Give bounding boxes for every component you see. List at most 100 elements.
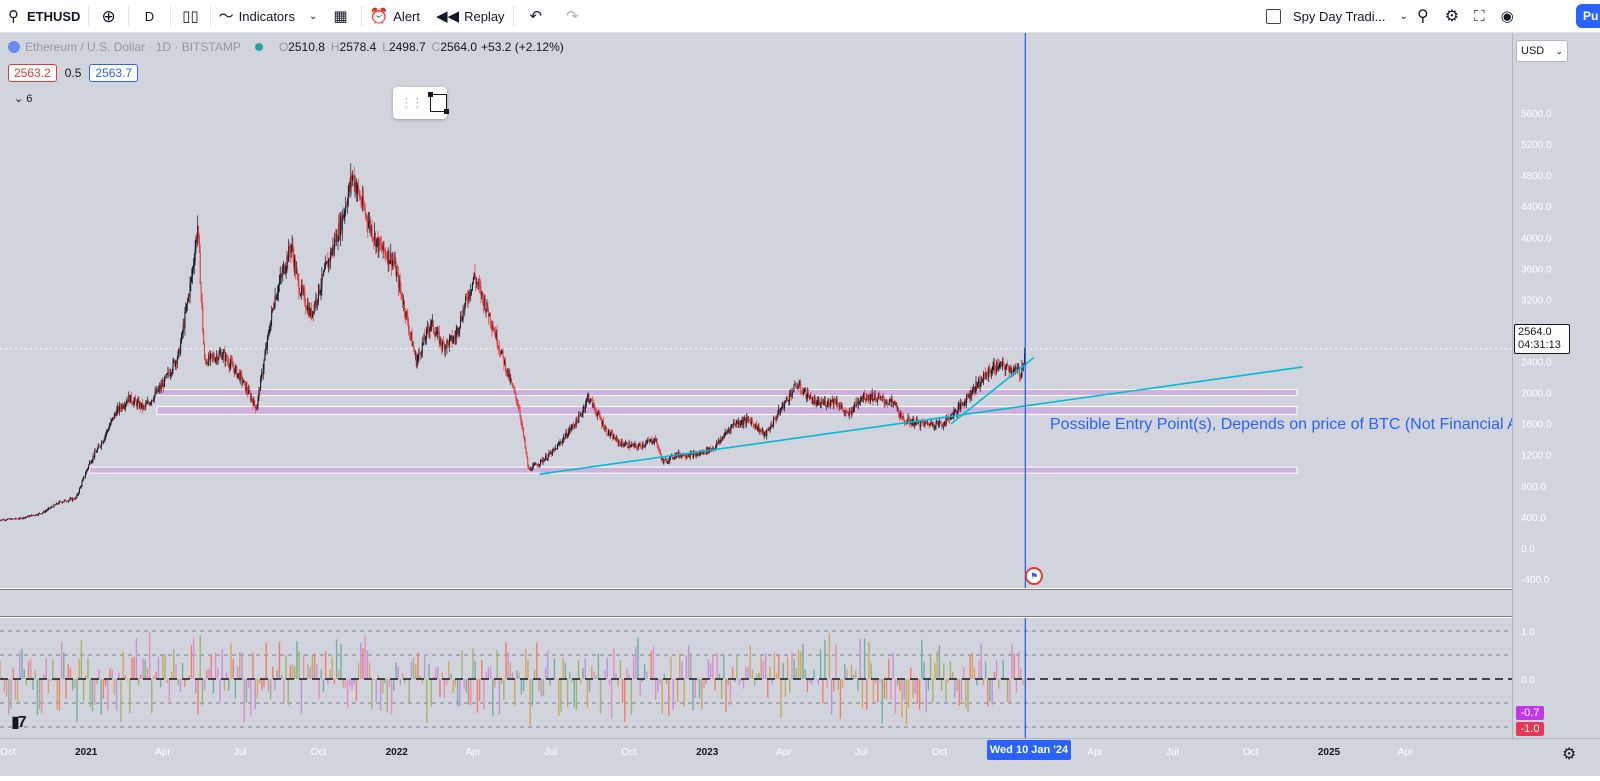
candle-body: [933, 426, 935, 428]
candle-body: [155, 391, 157, 394]
candle-body: [79, 486, 81, 489]
settings-icon[interactable]: ⚙: [1562, 746, 1577, 763]
candle-body: [834, 398, 836, 403]
candle-body: [694, 453, 696, 456]
candle-body: [737, 421, 739, 424]
candle-body: [19, 517, 21, 519]
interval-button[interactable]: D: [129, 0, 170, 32]
candle-body: [85, 470, 87, 475]
replay-icon: ◀◀: [436, 7, 460, 25]
candle-body: [642, 444, 644, 448]
candle-body: [622, 443, 624, 446]
candle-body: [161, 384, 163, 387]
settings-icon[interactable]: ⚙: [1444, 8, 1460, 25]
candle-body: [337, 240, 339, 242]
candle-body: [849, 411, 851, 412]
chevron-down-icon: ⌄: [14, 93, 24, 105]
candle-body: [435, 334, 437, 337]
candle-body: [57, 503, 59, 505]
indicator-legend[interactable]: 2563.2 0.5 2563.7: [8, 64, 139, 82]
candle-body: [34, 515, 36, 517]
candle-body: [681, 454, 683, 457]
price-chart[interactable]: [0, 33, 1512, 588]
candle-body: [61, 502, 63, 503]
crosshair-date-label: Wed 10 Jan '24: [987, 740, 1071, 760]
candle-body: [545, 455, 547, 460]
layout-selector[interactable]: Spy Day Tradi... ⌄: [1266, 0, 1408, 32]
candle-body: [529, 467, 531, 470]
candle-body: [21, 518, 23, 520]
candle-body: [943, 426, 945, 427]
candle-body: [887, 402, 889, 404]
replay-button[interactable]: ◀◀ Replay: [428, 0, 513, 32]
candle-body: [844, 411, 846, 413]
candle-body: [669, 456, 671, 462]
candle-body: [336, 233, 338, 242]
chart-type-button[interactable]: ▯▯: [171, 0, 210, 32]
redo-button[interactable]: ↷: [558, 0, 592, 32]
candle-body: [300, 294, 302, 295]
indicators-button[interactable]: 〜 Indicators ⌄: [211, 0, 326, 32]
candle-body: [78, 488, 80, 493]
candle-body: [853, 408, 855, 413]
compare-button[interactable]: ⊕: [89, 0, 127, 32]
time-axis[interactable]: Oct 2021 Apr Jul Oct 2022 Apr Jul Oct 2023 Apr Jul O…: [0, 738, 1600, 776]
candle-body: [808, 397, 810, 400]
fullscreen-icon[interactable]: ⛶: [1474, 7, 1485, 25]
candle-body: [472, 278, 474, 283]
open-value: 2510.8: [288, 40, 325, 54]
candle-body: [546, 458, 548, 460]
candle-body: [96, 448, 98, 452]
candle-body: [610, 432, 612, 435]
camera-icon[interactable]: ◉: [1500, 8, 1514, 25]
alert-button[interactable]: ⏰ Alert: [362, 0, 428, 32]
candle-body: [402, 299, 404, 305]
candle-body: [362, 196, 364, 206]
candle-body: [672, 458, 674, 459]
candle-body: [674, 454, 676, 458]
oscillator-chart[interactable]: [0, 618, 1512, 738]
candle-body: [620, 440, 622, 446]
us-flag-event-icon[interactable]: ⚑: [1025, 567, 1043, 585]
main-chart-pane[interactable]: [0, 33, 1512, 588]
candle-body: [522, 428, 524, 437]
drag-handle-icon[interactable]: ⋮⋮: [400, 95, 424, 110]
chevron-down-icon[interactable]: ⌄: [1399, 10, 1408, 22]
quick-search-icon[interactable]: ⚲: [1417, 8, 1429, 25]
candle-body: [390, 253, 392, 262]
candle-body: [838, 405, 840, 408]
candle-body: [775, 418, 777, 420]
candle-body: [36, 514, 38, 516]
candle-body: [665, 459, 667, 463]
chevron-down-icon[interactable]: ⌄: [309, 10, 318, 22]
layout-checkbox[interactable]: [1266, 8, 1281, 24]
candle-body: [722, 437, 724, 439]
chart-annotation[interactable]: Possible Entry Point(s), Depends on pric…: [1050, 416, 1512, 433]
candle-body: [696, 454, 698, 456]
candle-body: [658, 448, 660, 450]
currency-select[interactable]: USD ⌄: [1516, 40, 1568, 62]
undo-button[interactable]: ↶: [514, 0, 559, 32]
candle-body: [175, 361, 177, 364]
candle-body: [816, 401, 818, 406]
candle-body: [771, 424, 773, 427]
publish-button[interactable]: Pu: [1576, 4, 1600, 28]
price-axis[interactable]: -400.0 0.0 400.0 800.0 1200.0 1600.0 2000.0 240…: [1512, 33, 1600, 738]
symbol-search[interactable]: ⚲ ETHUSD: [0, 0, 88, 32]
drawing-toolbar[interactable]: ⋮⋮: [393, 87, 449, 119]
candle-body: [58, 501, 60, 504]
support-zone: [89, 466, 1298, 474]
candle-body: [147, 401, 149, 404]
templates-button[interactable]: ▦: [325, 0, 360, 32]
candle-body: [792, 391, 794, 393]
indicators-collapse-toggle[interactable]: ⌄ 6: [14, 92, 32, 105]
price-tick-label: 0.0: [1521, 544, 1535, 555]
oscillator-pane[interactable]: [0, 618, 1512, 738]
candle-body: [291, 245, 293, 247]
candle-body: [934, 426, 936, 428]
candle-body: [829, 403, 831, 406]
price-tick-label: 4000.0: [1521, 233, 1552, 244]
rectangle-tool-icon[interactable]: [428, 92, 449, 114]
candle-body: [380, 244, 382, 246]
pane-separator[interactable]: [0, 589, 1600, 617]
